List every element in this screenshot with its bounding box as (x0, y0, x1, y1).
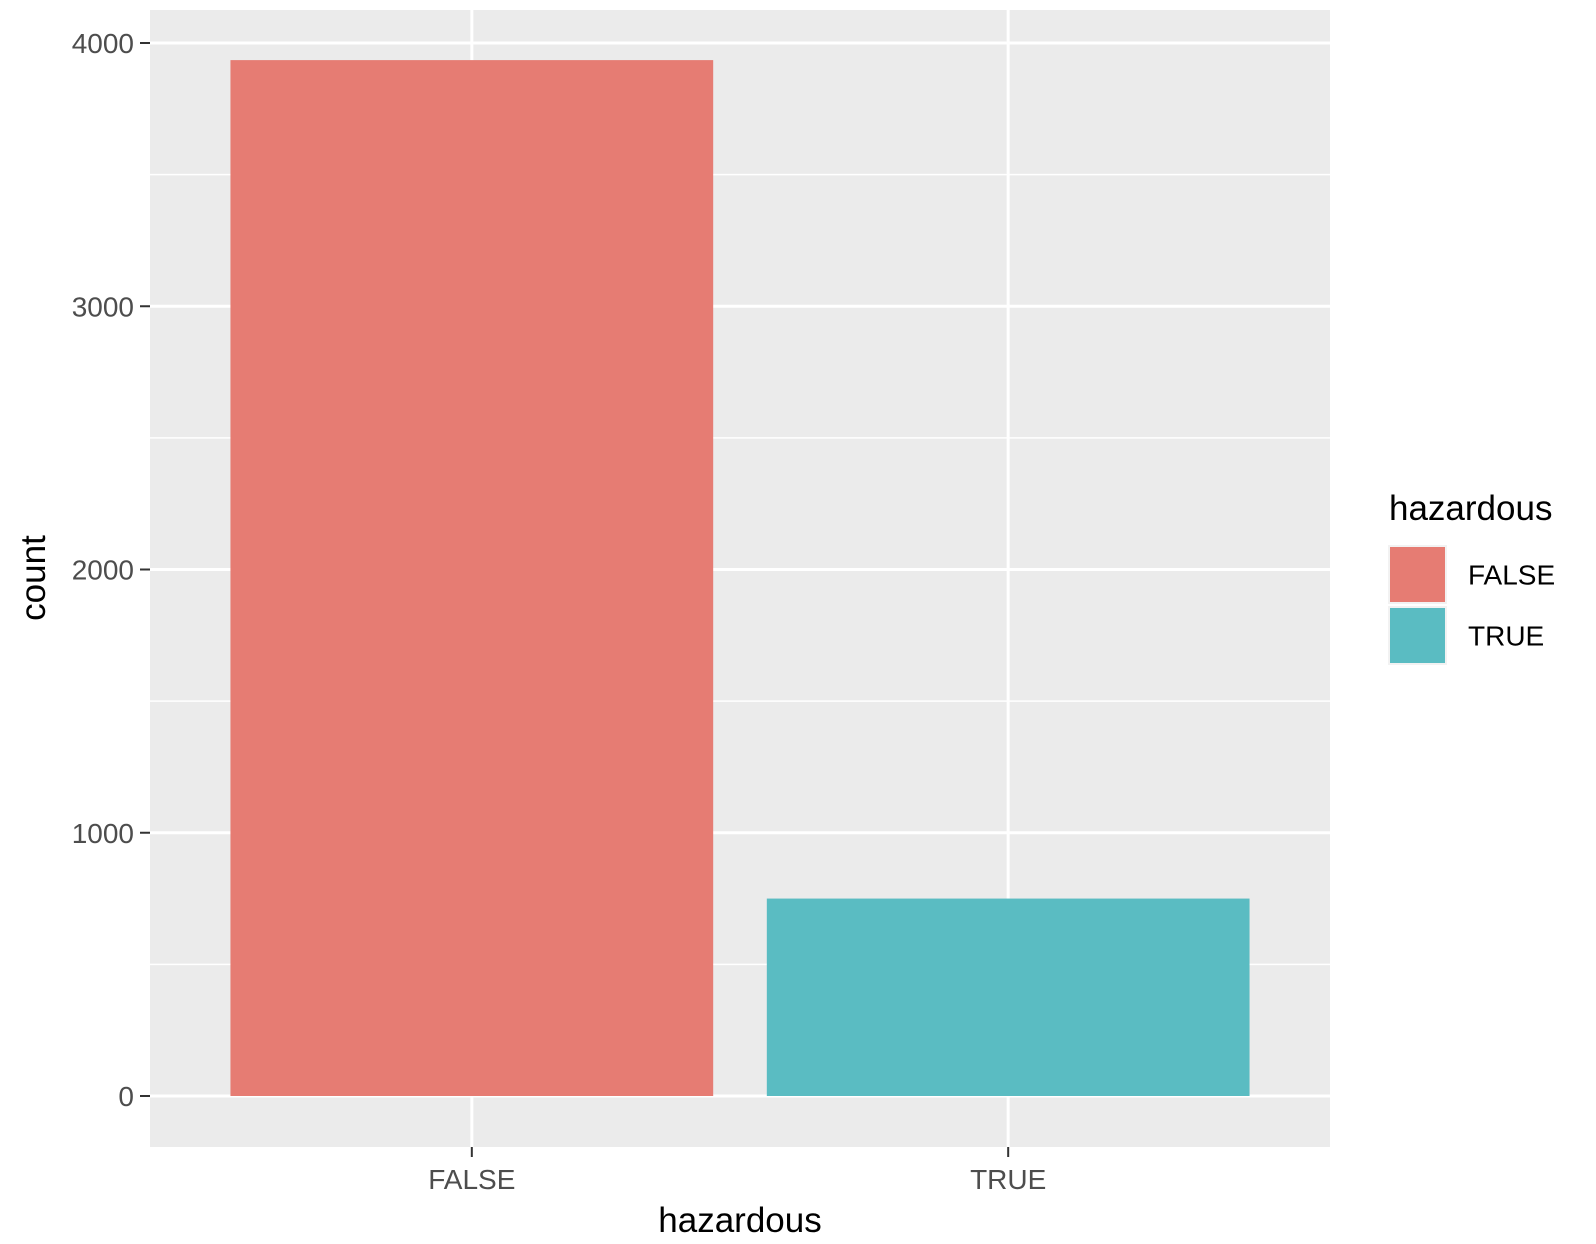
x-axis-title: hazardous (658, 1201, 821, 1240)
y-tick-label: 4000 (72, 28, 134, 59)
y-tick-label: 1000 (72, 818, 134, 849)
x-axis: FALSE TRUE (428, 1147, 1046, 1195)
x-tick-label: TRUE (970, 1164, 1046, 1195)
legend-entries: FALSE TRUE (1388, 545, 1555, 665)
legend-key-true (1388, 606, 1447, 665)
bar-false (230, 60, 714, 1097)
legend: hazardous FALSE TRUE (1388, 489, 1555, 665)
legend-key-false (1388, 545, 1447, 604)
y-axis-title: count (14, 535, 53, 621)
y-tick-label: 3000 (72, 291, 134, 322)
legend-label: TRUE (1468, 621, 1544, 652)
x-tick-label: FALSE (428, 1164, 515, 1195)
y-axis: 0 1000 2000 3000 4000 (72, 28, 150, 1112)
y-tick-label: 2000 (72, 555, 134, 586)
y-tick-label: 0 (118, 1081, 134, 1112)
legend-title: hazardous (1389, 489, 1552, 528)
bar-true (766, 898, 1250, 1096)
bars (230, 60, 1250, 1097)
legend-label: FALSE (1468, 560, 1555, 591)
